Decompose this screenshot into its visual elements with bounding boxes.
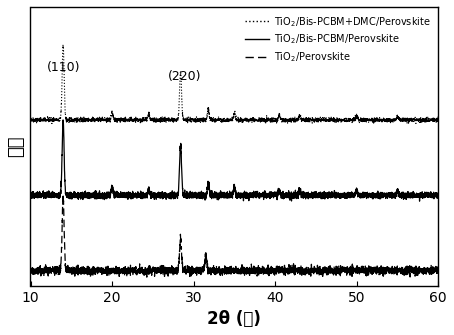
Text: (220): (220)	[168, 70, 201, 83]
Legend: TiO$_2$/Bis-PCBM+DMC/Perovskite, TiO$_2$/Bis-PCBM/Perovskite, TiO$_2$/Perovskite: TiO$_2$/Bis-PCBM+DMC/Perovskite, TiO$_2$…	[242, 12, 434, 67]
Text: (110): (110)	[47, 61, 80, 74]
Y-axis label: 强度: 强度	[7, 136, 25, 157]
X-axis label: 2θ (度): 2θ (度)	[207, 310, 262, 328]
